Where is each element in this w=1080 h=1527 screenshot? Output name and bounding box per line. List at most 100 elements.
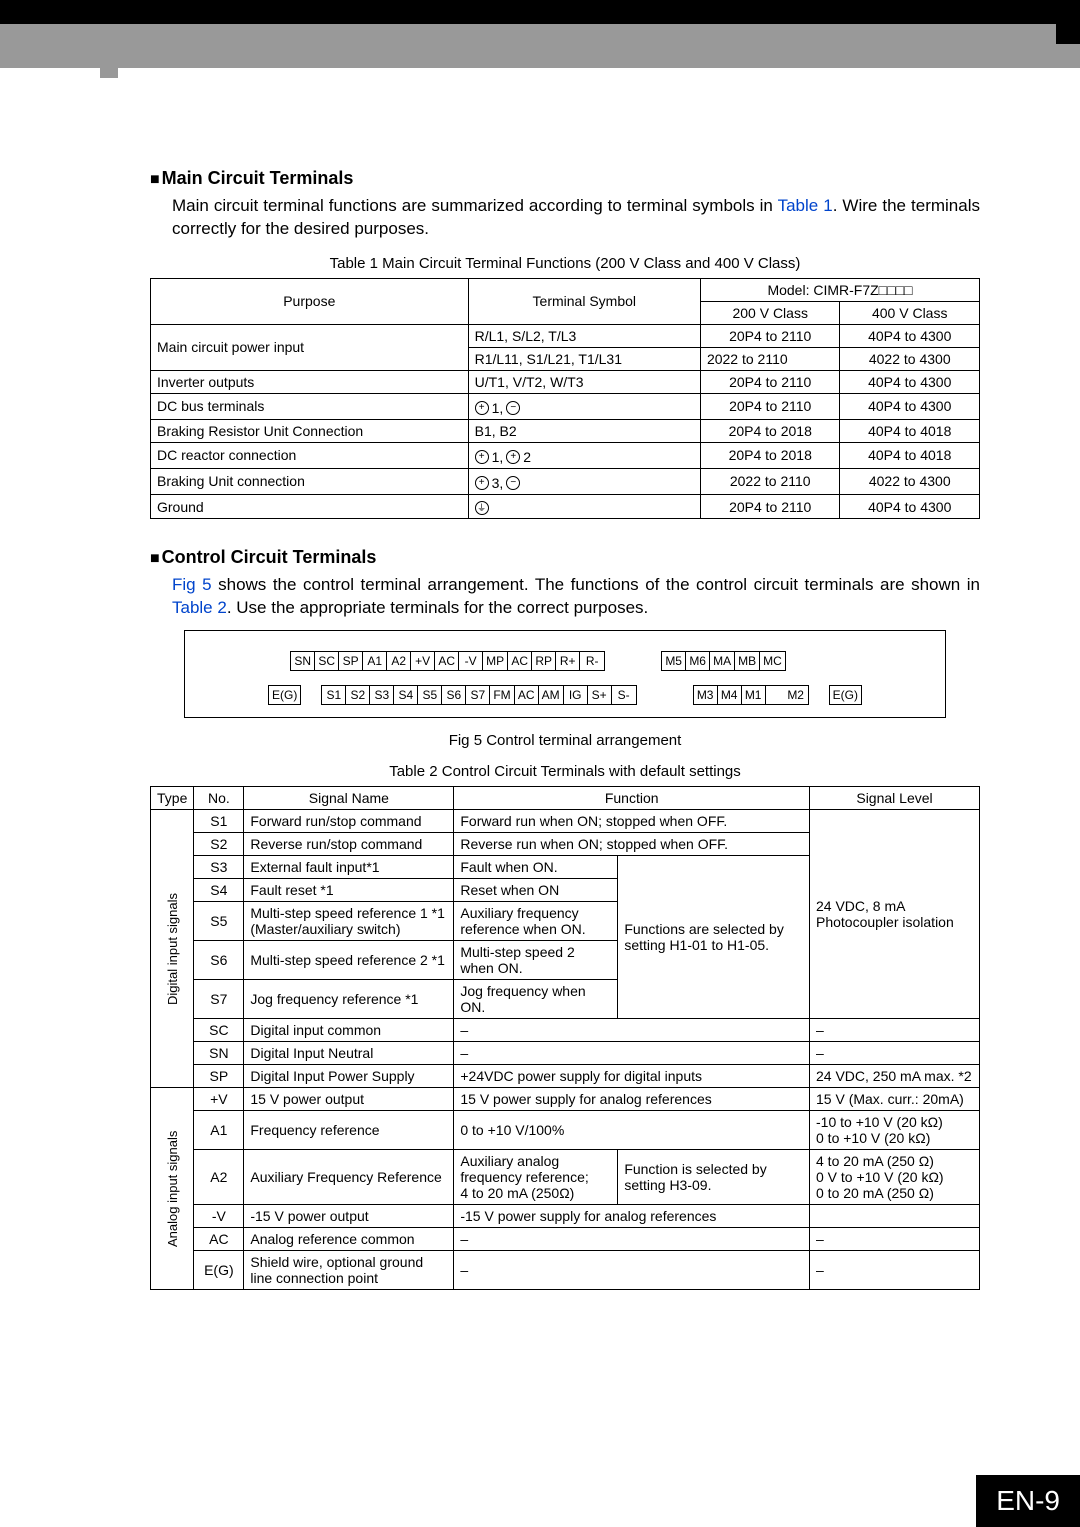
table1: Purpose Terminal Symbol Model: CIMR-F7Z□… [150,278,980,520]
t2-no: E(G) [194,1251,244,1290]
t1-purpose: DC reactor connection [151,442,469,468]
section1-para: Main circuit terminal functions are summ… [172,196,778,215]
t1-v400: 40P4 to 4018 [840,442,980,468]
t2-func: Multi-step speed 2 when ON. [454,941,618,980]
t2-no: A2 [194,1150,244,1205]
table2: Type No. Signal Name Function Signal Lev… [150,786,980,1290]
t2-name: Fault reset *1 [244,879,454,902]
section2-intro: Fig 5 shows the control terminal arrange… [172,574,980,620]
term-cell: FM [490,686,514,704]
t2-name: Digital Input Neutral [244,1042,454,1065]
top-gray-bar [0,24,1080,68]
t2-no: S3 [194,856,244,879]
t2-func: 0 to +10 V/100% [454,1111,810,1150]
t2-note: Function is selected by setting H3-09. [618,1150,810,1205]
t1-symbol: B1, B2 [468,419,700,442]
t2-func: – [454,1251,810,1290]
t2-no: S5 [194,902,244,941]
term-cell: S- [612,686,636,704]
t2-note: Functions are selected by setting H1-01 … [618,856,810,1019]
t1-purpose: Braking Unit connection [151,468,469,494]
term-cell: SP [339,652,363,670]
term-cell: S3 [370,686,394,704]
t1-symbol: ⏚ [468,494,700,519]
term-cell: AM [539,686,564,704]
t1-h-400v: 400 V Class [840,301,980,324]
top-black-bar [0,0,1080,24]
term-cell: SN [291,652,315,670]
t1-v200: 20P4 to 2110 [700,370,840,393]
t2-level: – [810,1019,980,1042]
t2-func: Auxiliary analog frequency reference; 4 … [454,1150,618,1205]
term-cell: S1 [322,686,346,704]
t1-v200: 2022 to 2110 [700,468,840,494]
term-cell: IG [564,686,588,704]
term-cell: M2 [784,686,808,704]
t2-name: Shield wire, optional ground line connec… [244,1251,454,1290]
t2-name: External fault input*1 [244,856,454,879]
t2-func: -15 V power supply for analog references [454,1205,810,1228]
term-cell: MC [760,652,785,670]
t2-func: – [454,1019,810,1042]
t1-v400: 40P4 to 4300 [840,370,980,393]
term-cell: MA [710,652,735,670]
term-cell: AC [508,652,532,670]
t2-name: Analog reference common [244,1228,454,1251]
t2-h-level: Signal Level [810,787,980,810]
t1-v400: 40P4 to 4300 [840,324,980,347]
t1-v400: 40P4 to 4300 [840,494,980,519]
table1-caption: Table 1 Main Circuit Terminal Functions … [150,255,980,272]
term-cell: E(G) [269,686,300,704]
t1-symbol: +1, +2 [468,442,700,468]
term-cell: RP [532,652,556,670]
t2-h-type: Type [151,787,194,810]
term-cell: S6 [442,686,466,704]
t2-func: – [454,1228,810,1251]
terminal-diagram: SNSCSPA1A2+VAC-VMPACRPR+R- M5M6MAMBMC E(… [184,630,946,718]
t1-h-symbol: Terminal Symbol [468,278,700,324]
t2-func: 15 V power supply for analog references [454,1088,810,1111]
t2-no: S4 [194,879,244,902]
t2-no: SC [194,1019,244,1042]
t1-purpose: Ground [151,494,469,519]
t2-func: – [454,1042,810,1065]
t1-symbol: U/T1, V/T2, W/T3 [468,370,700,393]
t2-level: 24 VDC, 8 mA Photocoupler isolation [810,810,980,1019]
t2-name: Forward run/stop command [244,810,454,833]
term-cell [766,686,784,704]
term-cell: S4 [394,686,418,704]
t1-symbol: +3, − [468,468,700,494]
t2-level: -10 to +10 V (20 kΩ) 0 to +10 V (20 kΩ) [810,1111,980,1150]
t1-v200: 20P4 to 2110 [700,393,840,419]
term-cell: MP [483,652,508,670]
t1-purpose: Inverter outputs [151,370,469,393]
t2-name: Digital Input Power Supply [244,1065,454,1088]
t1-v200: 20P4 to 2018 [700,419,840,442]
section1-intro: Main circuit terminal functions are summ… [172,195,980,241]
t2-no: S2 [194,833,244,856]
term-cell: A2 [387,652,411,670]
t2-no: S7 [194,980,244,1019]
term-cell: R+ [556,652,580,670]
t1-v200: 2022 to 2110 [700,347,840,370]
term-cell: AC [435,652,459,670]
t2-name: Frequency reference [244,1111,454,1150]
t2-level [810,1205,980,1228]
term-cell: S2 [346,686,370,704]
t2-level: 4 to 20 mA (250 Ω) 0 V to +10 V (20 kΩ) … [810,1150,980,1205]
t1-v400: 4022 to 4300 [840,347,980,370]
t1-purpose: Braking Resistor Unit Connection [151,419,469,442]
t1-purpose: DC bus terminals [151,393,469,419]
table2-ref: Table 2 [172,598,227,617]
t2-no: -V [194,1205,244,1228]
t2-func: Fault when ON. [454,856,618,879]
section2-para-after: . Use the appropriate terminals for the … [227,598,648,617]
page-number: EN-9 [976,1475,1080,1527]
t2-h-name: Signal Name [244,787,454,810]
term-cell: M3 [694,686,718,704]
t2-name: Multi-step speed reference 1 *1 (Master/… [244,902,454,941]
t1-v400: 40P4 to 4300 [840,393,980,419]
t2-name: 15 V power output [244,1088,454,1111]
t2-name: -15 V power output [244,1205,454,1228]
term-cell: S7 [466,686,490,704]
